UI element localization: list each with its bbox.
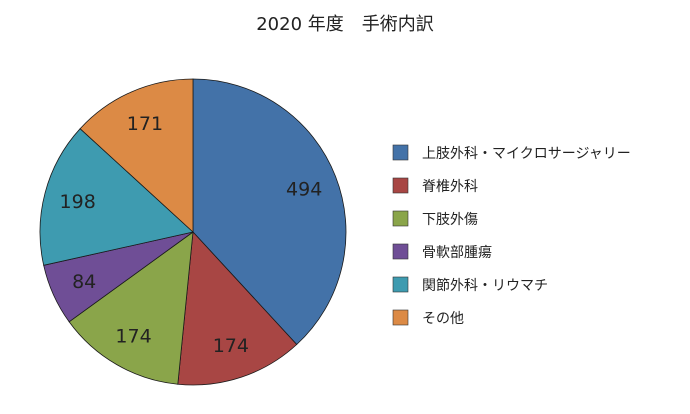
legend-label: その他	[422, 311, 464, 327]
pie-data-label: 494	[286, 179, 322, 201]
pie-slice	[193, 79, 346, 345]
pie-slice	[43, 232, 193, 322]
pie-data-label: 174	[213, 335, 249, 357]
legend-swatch	[392, 177, 409, 194]
legend-swatch	[392, 144, 409, 161]
pie-slice	[69, 232, 193, 385]
legend-label: 上肢外科・マイクロサージャリー	[422, 146, 631, 162]
pie-slice	[39, 128, 193, 266]
pie-slice	[177, 232, 297, 385]
pie-slice-outline	[68, 231, 194, 385]
pie-slice	[80, 79, 193, 232]
legend-swatch	[392, 210, 409, 227]
pie-data-label: 174	[115, 325, 151, 347]
legend-swatch	[392, 309, 409, 326]
legend-swatch	[392, 276, 409, 293]
pie-slice-outline	[79, 78, 194, 233]
pie-slice-outline	[39, 128, 194, 266]
pie-slice-outline	[177, 231, 298, 386]
pie-data-label: 171	[127, 113, 163, 135]
pie-data-label: 198	[60, 191, 96, 213]
legend-label: 骨軟部腫瘍	[422, 244, 492, 261]
pie-data-label: 84	[72, 271, 96, 293]
pie-slices	[39, 78, 347, 386]
legend-label: 関節外科・リウマチ	[422, 277, 548, 294]
legend-swatch	[392, 243, 409, 260]
pie-slice-outline	[192, 78, 347, 346]
pie-data-labels: 494 174 174 84 198 171	[60, 113, 323, 357]
legend-label: 下肢外傷	[422, 212, 478, 228]
legend-label: 脊椎外科	[422, 179, 478, 195]
chart-title: 2020 年度 手術内訳	[256, 14, 434, 35]
